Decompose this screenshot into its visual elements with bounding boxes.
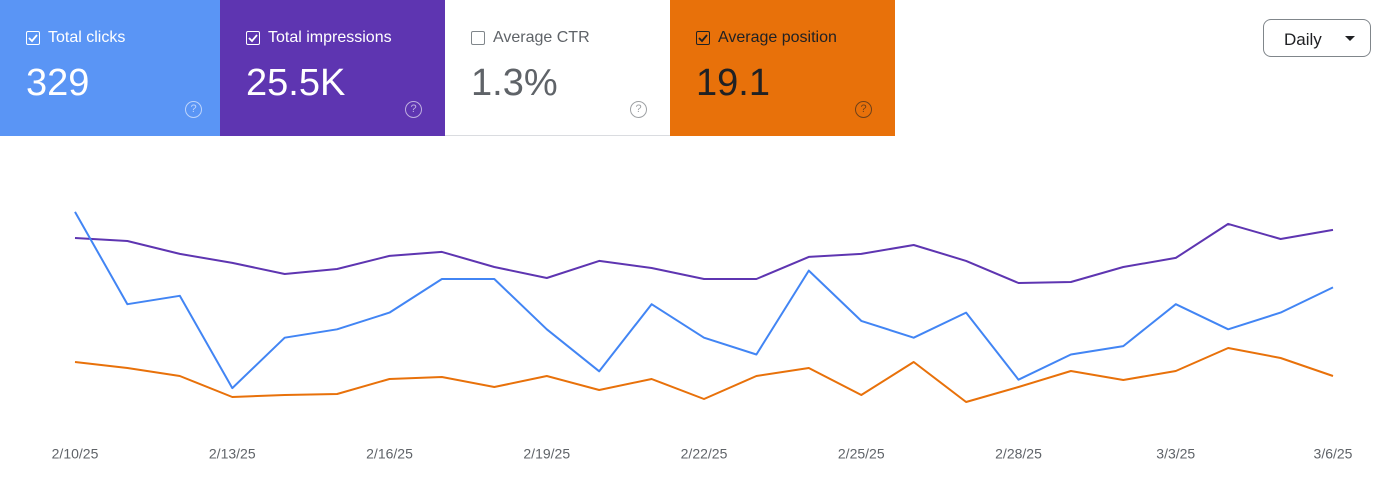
x-tick-label: 2/25/25 — [838, 446, 885, 462]
checkbox[interactable] — [696, 31, 710, 45]
checkbox[interactable] — [246, 31, 260, 45]
x-tick-label: 2/10/25 — [52, 446, 99, 462]
x-tick-label: 3/3/25 — [1156, 446, 1195, 462]
series-line — [74, 347, 1334, 403]
metric-value: 1.3% — [471, 62, 558, 104]
x-tick-label: 3/6/25 — [1314, 446, 1353, 462]
metric-value: 19.1 — [696, 62, 770, 104]
help-icon[interactable]: ? — [630, 101, 647, 118]
x-tick-label: 2/28/25 — [995, 446, 1042, 462]
metric-value: 25.5K — [246, 62, 346, 104]
help-icon[interactable]: ? — [405, 101, 422, 118]
period-label: Daily — [1284, 30, 1322, 49]
series-line — [74, 222, 1334, 284]
x-tick-label: 2/13/25 — [209, 446, 256, 462]
help-icon[interactable]: ? — [185, 101, 202, 118]
x-tick-label: 2/19/25 — [523, 446, 570, 462]
check-mark — [248, 34, 258, 43]
metric-label: Total impressions — [268, 29, 392, 46]
series-line — [74, 211, 1334, 390]
checkbox[interactable] — [26, 31, 40, 45]
x-tick-label: 2/16/25 — [366, 446, 413, 462]
metric-card[interactable]: Total impressions 25.5K? — [220, 0, 445, 136]
check-mark — [28, 34, 38, 43]
metric-card[interactable]: Average position 19.1? — [670, 0, 895, 136]
metric-value: 329 — [26, 62, 90, 104]
check-mark — [698, 34, 708, 43]
metric-card[interactable]: Total clicks 329? — [0, 0, 220, 136]
dropdown-arrow — [1345, 36, 1355, 41]
metric-label: Average CTR — [493, 29, 590, 46]
metric-label: Total clicks — [48, 29, 126, 46]
checkbox[interactable] — [471, 31, 485, 45]
x-tick-label: 2/22/25 — [681, 446, 728, 462]
metric-card[interactable]: Average CTR 1.3%? — [445, 0, 670, 136]
period-dropdown[interactable]: Daily — [1263, 19, 1371, 57]
metric-label: Average position — [718, 29, 837, 46]
help-icon[interactable]: ? — [855, 101, 872, 118]
